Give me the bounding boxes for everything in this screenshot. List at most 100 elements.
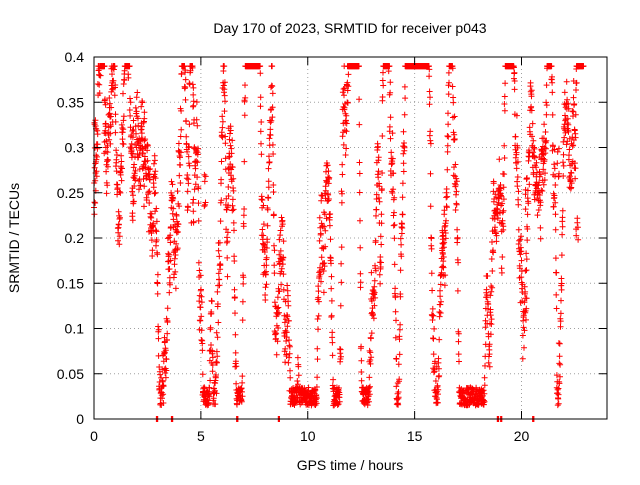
data-point [102,101,109,108]
data-point [274,338,281,345]
data-point [154,251,161,258]
data-point [146,176,153,183]
data-point [274,294,281,301]
data-point [142,136,149,143]
data-point [265,184,272,191]
data-point [132,104,139,111]
data-point [110,77,117,84]
data-point [274,311,281,318]
data-point [198,293,205,300]
data-point [222,155,229,162]
data-point [277,247,284,254]
data-point [92,200,99,206]
data-point [177,162,184,168]
data-point [281,319,288,326]
data-point [181,63,188,70]
data-point [126,107,133,113]
data-point [190,84,197,91]
data-point [172,268,179,275]
data-point [242,94,249,101]
y-tick-label: 0.1 [65,321,85,337]
data-point [146,200,153,206]
data-point [93,173,100,180]
data-point [138,123,145,130]
data-point [173,229,180,236]
data-point [120,90,126,97]
data-point [130,198,137,205]
data-point [112,82,119,88]
data-point [280,238,287,245]
data-point [193,116,200,123]
data-point [152,208,159,215]
data-point [218,158,225,165]
data-point [108,88,115,95]
data-point [230,206,237,213]
data-point [276,251,283,258]
data-point [198,337,205,343]
data-point [116,188,123,195]
data-point [135,122,142,129]
data-point [273,330,280,337]
data-point [213,372,219,378]
data-point [258,151,265,158]
data-point [194,122,201,129]
data-point [214,334,221,341]
data-point [209,368,216,375]
data-point [115,221,122,228]
data-point [160,383,167,390]
data-points [91,63,587,422]
data-point [182,76,189,83]
data-point [167,239,174,246]
data-point [217,262,224,269]
data-point [222,133,229,140]
data-point [263,245,270,251]
data-point [107,140,114,147]
data-point [260,232,267,239]
data-point [241,112,248,119]
data-point [269,83,276,90]
data-point [229,196,236,203]
data-point [155,323,162,330]
data-point [182,96,189,103]
data-point [112,129,119,136]
data-point [104,163,111,170]
data-point [96,81,103,88]
data-point [193,158,200,165]
data-point [286,337,292,344]
data-point [283,329,290,336]
data-point [280,286,287,293]
data-point [119,165,125,172]
data-point [182,84,189,91]
data-point [213,390,220,397]
data-point [222,166,229,173]
data-point [273,351,280,358]
data-point [145,189,152,196]
data-point [284,313,291,320]
data-point [137,182,144,189]
data-point [279,221,286,228]
data-point [210,395,217,402]
data-point [218,176,225,183]
data-point [265,165,272,172]
data-point [185,204,191,211]
data-point [130,192,136,199]
x-tick-label: 5 [197,428,205,444]
data-point [269,114,276,121]
data-point [178,126,185,133]
data-point [221,79,228,86]
data-point [127,112,134,119]
data-point [189,64,196,71]
data-point [260,241,267,248]
data-point [214,301,221,307]
data-point [257,63,264,70]
data-point [257,103,264,110]
data-point [174,245,181,252]
data-point [225,193,232,199]
data-point [197,272,204,279]
data-point [192,165,199,172]
data-point [115,229,122,236]
data-point [109,71,115,78]
data-point [212,401,219,408]
data-point [287,367,293,374]
data-point [121,77,128,84]
